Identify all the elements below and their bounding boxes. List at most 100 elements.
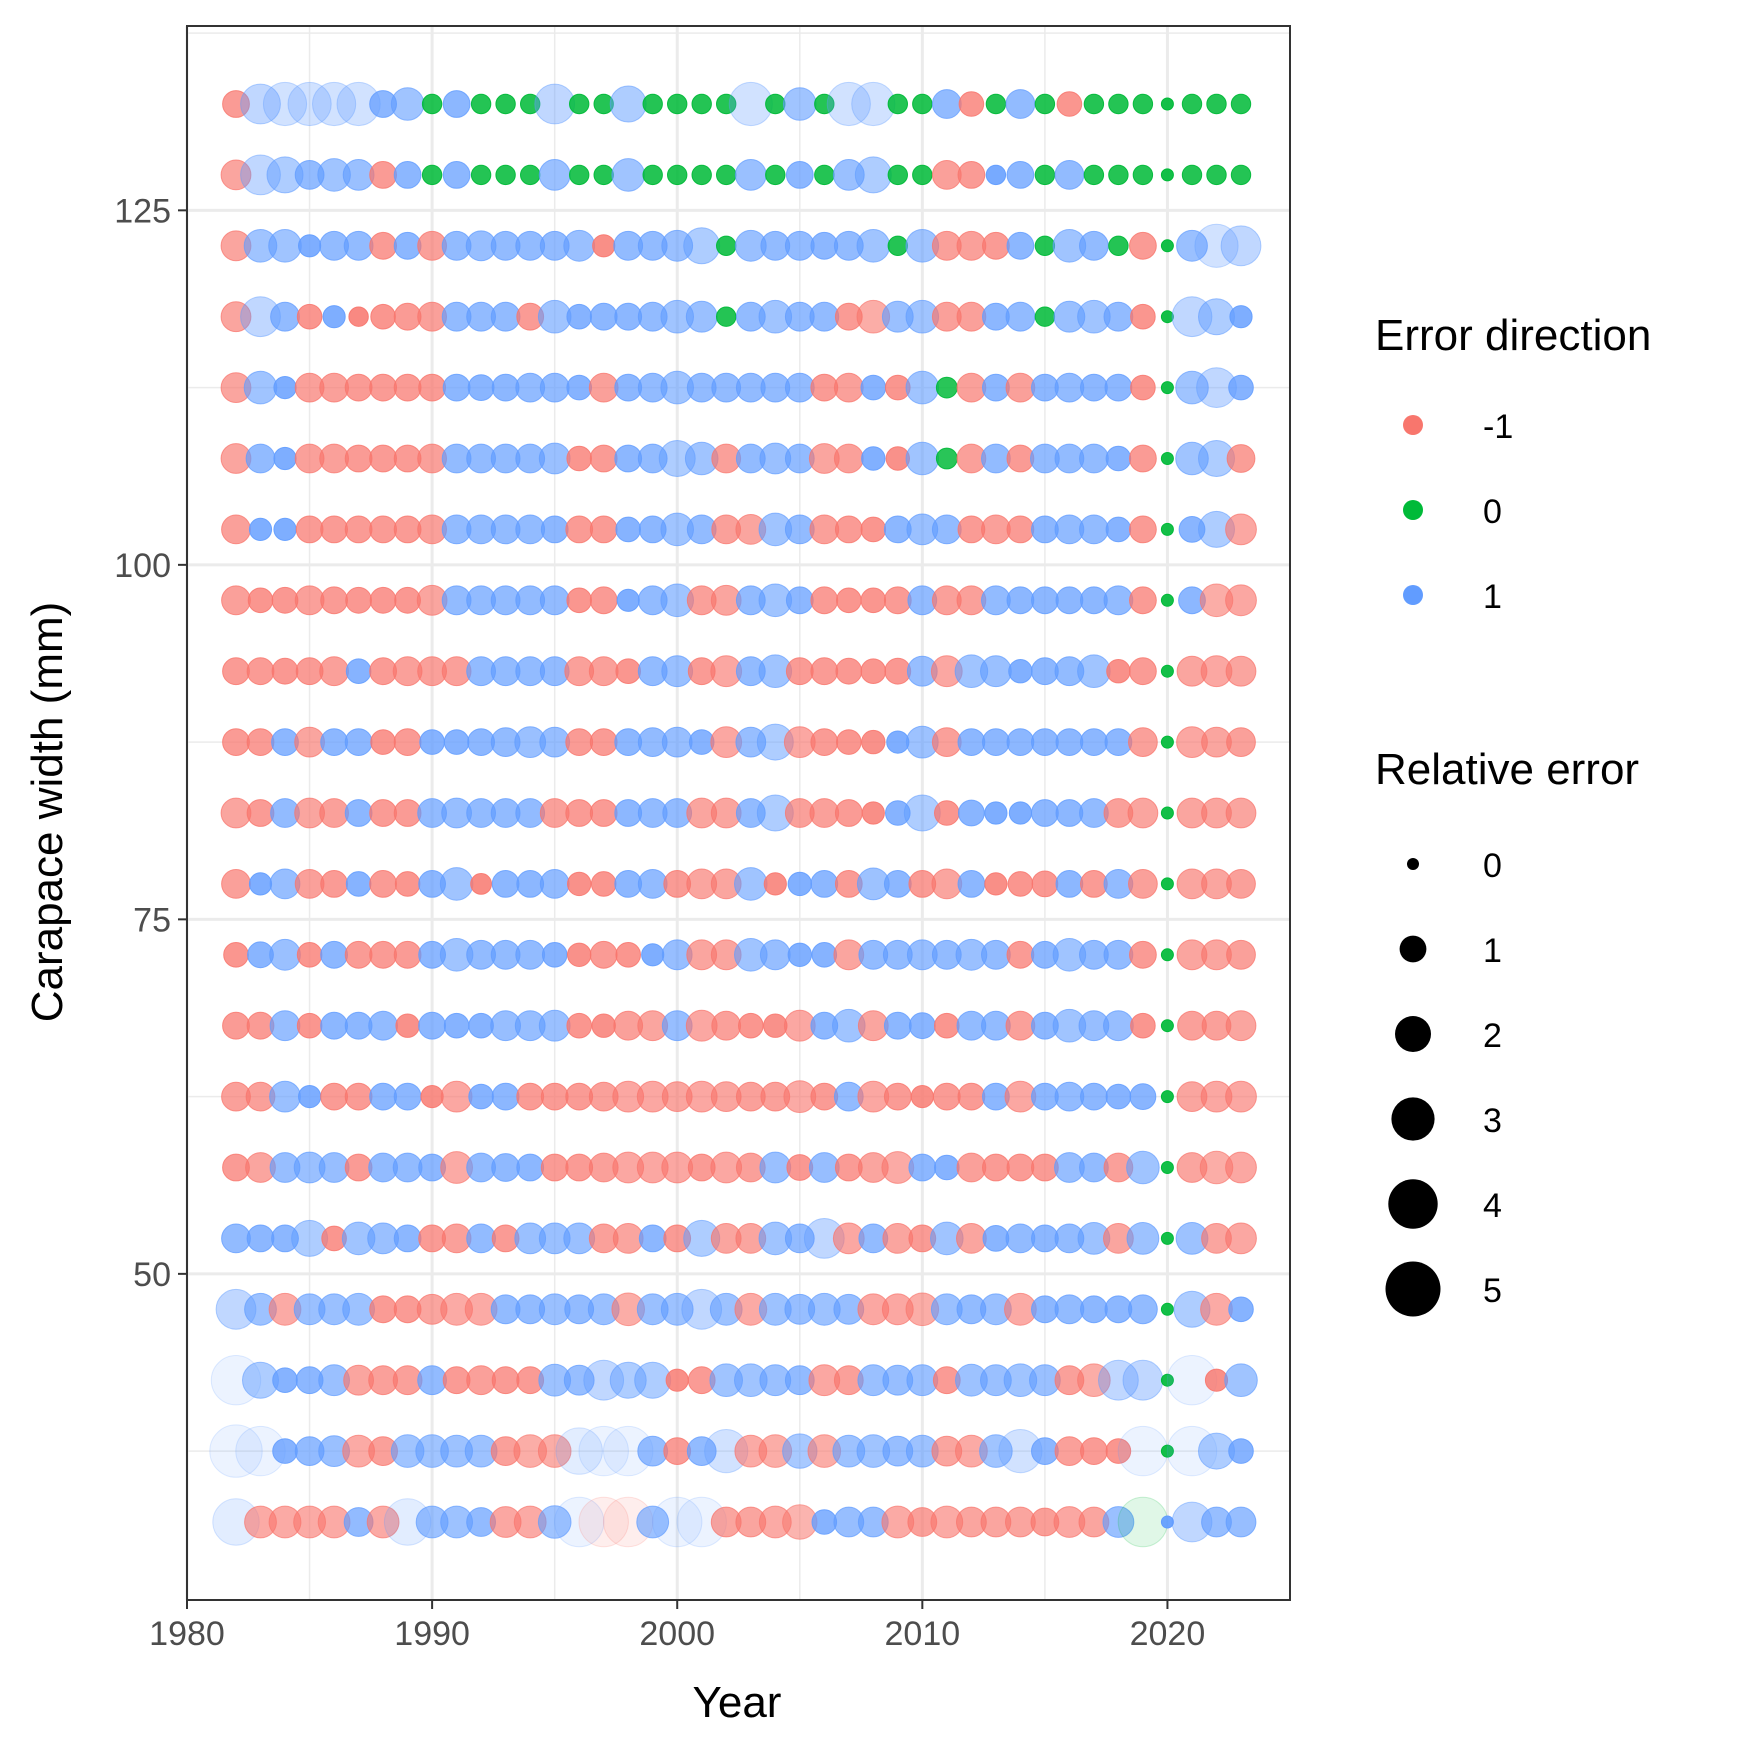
- data-point: [589, 302, 618, 331]
- data-point: [319, 372, 350, 403]
- data-point: [1005, 89, 1036, 119]
- data-point: [470, 873, 493, 895]
- data-point: [248, 872, 273, 896]
- data-point: [565, 1082, 594, 1111]
- data-point: [539, 798, 570, 828]
- data-point: [537, 1434, 572, 1468]
- data-point: [344, 515, 373, 544]
- data-point: [614, 302, 643, 331]
- legend-size-label: 2: [1483, 1017, 1502, 1055]
- data-point: [833, 443, 864, 474]
- data-point: [887, 164, 908, 186]
- data-point: [982, 302, 1010, 331]
- data-point: [1031, 1437, 1059, 1465]
- data-point: [1005, 1010, 1036, 1041]
- x-tick-label: 1980: [149, 1615, 225, 1653]
- data-point: [860, 516, 887, 543]
- data-point: [1117, 1496, 1169, 1548]
- legend-size-key: [1399, 935, 1427, 963]
- data-point: [294, 869, 325, 899]
- data-point: [1108, 164, 1129, 186]
- data-point: [516, 1082, 545, 1111]
- data-point: [834, 799, 863, 827]
- data-point: [578, 1496, 629, 1548]
- data-point: [1006, 515, 1035, 544]
- data-point: [369, 1082, 398, 1111]
- data-point: [369, 1295, 398, 1324]
- data-point: [1160, 1161, 1174, 1174]
- data-point: [540, 1082, 569, 1111]
- data-point: [985, 164, 1007, 186]
- data-point: [614, 799, 643, 827]
- data-point: [934, 1154, 960, 1181]
- data-point: [612, 1223, 644, 1254]
- y-tick-label: 100: [114, 547, 171, 585]
- data-point: [221, 585, 251, 616]
- data-point: [566, 445, 593, 472]
- data-point: [1054, 1081, 1085, 1112]
- data-point: [1079, 514, 1109, 545]
- data-point: [1160, 381, 1174, 395]
- data-point: [716, 164, 737, 186]
- data-point: [1160, 1444, 1174, 1458]
- legend-size-title: Relative error: [1375, 745, 1639, 794]
- data-points: [209, 81, 1262, 1548]
- data-point: [1130, 303, 1156, 330]
- data-point: [1077, 1363, 1111, 1397]
- data-point: [262, 81, 308, 127]
- data-point: [1080, 586, 1108, 615]
- data-point: [390, 87, 425, 121]
- data-point: [982, 728, 1010, 756]
- data-point: [442, 373, 471, 402]
- data-point: [1105, 1083, 1132, 1110]
- data-point: [1225, 584, 1257, 617]
- data-point: [611, 158, 646, 192]
- data-point: [298, 1085, 322, 1109]
- data-point: [833, 372, 864, 403]
- data-point: [1206, 93, 1227, 115]
- data-point: [1230, 93, 1252, 115]
- data-point: [637, 869, 668, 899]
- data-point: [981, 443, 1011, 474]
- data-point: [1130, 374, 1156, 401]
- data-point: [1006, 728, 1035, 756]
- data-point: [271, 586, 299, 614]
- legend-size-label: 5: [1483, 1272, 1502, 1310]
- data-point: [345, 871, 372, 897]
- data-point: [370, 729, 396, 755]
- data-point: [1080, 870, 1108, 898]
- data-point: [296, 1012, 323, 1039]
- data-point: [393, 302, 422, 331]
- data-point: [810, 657, 839, 686]
- data-point: [1228, 1438, 1254, 1464]
- data-point: [836, 729, 862, 755]
- data-point: [344, 1153, 373, 1182]
- data-point: [785, 161, 814, 189]
- data-point: [810, 728, 839, 756]
- data-point: [1160, 593, 1174, 607]
- data-point: [491, 1366, 520, 1395]
- data-point: [269, 1010, 301, 1042]
- data-point: [490, 301, 521, 332]
- data-point: [1006, 161, 1035, 189]
- data-point: [1160, 1515, 1174, 1529]
- data-point: [1160, 735, 1174, 749]
- data-point: [1132, 93, 1154, 115]
- legend-color-title: Error direction: [1375, 311, 1651, 360]
- data-point: [811, 1509, 838, 1535]
- legend-size-label: 3: [1483, 1102, 1502, 1140]
- data-point: [1129, 515, 1157, 544]
- data-point: [783, 87, 817, 121]
- data-point: [565, 799, 594, 827]
- data-point: [567, 942, 592, 967]
- data-point: [787, 942, 812, 967]
- data-point: [538, 442, 571, 475]
- data-point: [220, 159, 252, 191]
- data-point: [1220, 225, 1262, 267]
- data-point: [442, 161, 471, 189]
- data-point: [246, 657, 275, 686]
- data-point: [637, 1435, 669, 1467]
- data-point: [248, 517, 273, 542]
- data-point: [982, 373, 1010, 402]
